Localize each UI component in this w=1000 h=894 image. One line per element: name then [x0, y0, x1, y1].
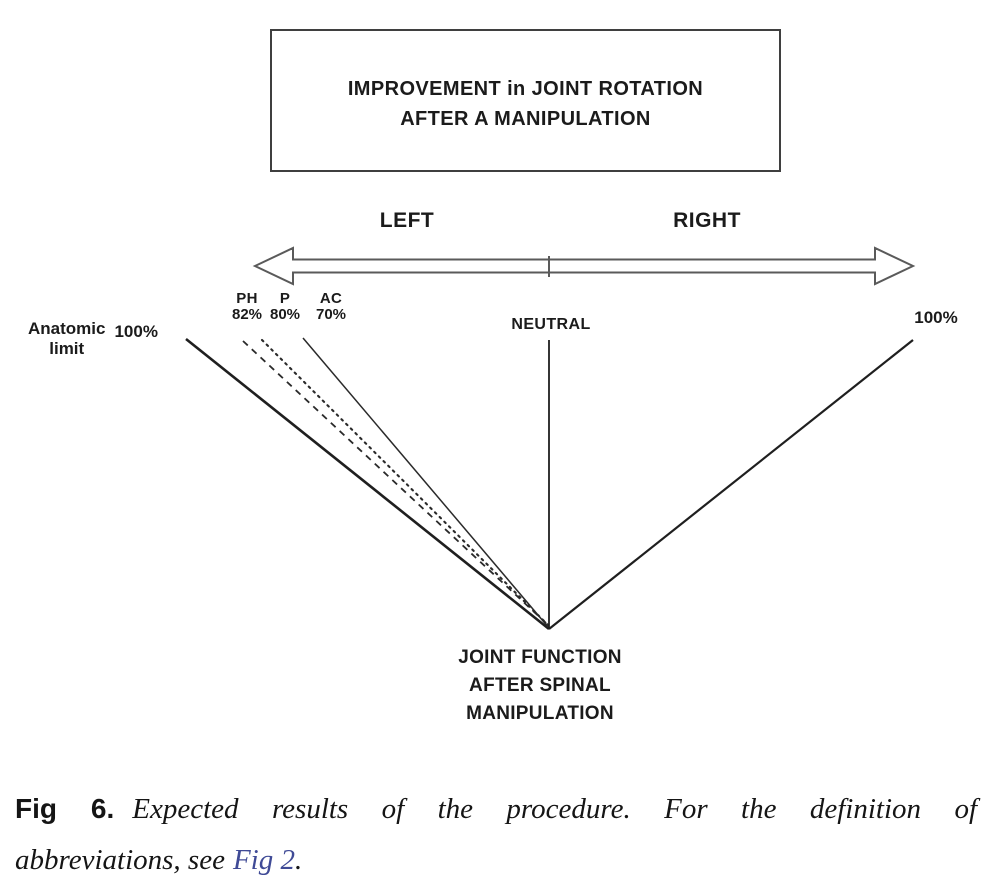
caption-fig-label: Fig 6. [15, 793, 115, 824]
caption-line-2: abbreviations, see Fig 2. [15, 838, 977, 887]
anatomic-limit-line [185, 337, 550, 631]
ph-line-dashed [242, 340, 547, 624]
title-line-1: IMPROVEMENT in JOINT ROTATION [347, 77, 704, 100]
figure-caption: Fig 6. Expected results of the procedure.… [15, 786, 977, 887]
measurement-p: P 80% [262, 291, 308, 323]
caption-line-1: Fig 6. Expected results of the procedure.… [15, 786, 977, 836]
caption-text-1: Expected results of the procedure. For t… [132, 793, 977, 825]
title-line-2: AFTER A MANIPULATION [400, 107, 651, 130]
vertex-label: JOINT FUNCTION AFTER SPINAL MANIPULATION [440, 644, 640, 728]
right-limit-value: 100% [914, 308, 958, 327]
caption-period: . [294, 844, 303, 876]
anatomic-word: Anatomic [28, 319, 106, 338]
limit-word: limit [49, 339, 85, 358]
fig2-link[interactable]: Fig 2 [232, 844, 295, 876]
anatomic-limit-value: 100% [114, 322, 158, 341]
title-box: IMPROVEMENT in JOINT ROTATION AFTER A MA… [270, 29, 781, 172]
vertex-line-3: MANIPULATION [466, 703, 614, 724]
p-line-dotted [260, 338, 550, 627]
left-direction-label: LEFT [379, 209, 435, 232]
measurement-ac: AC 70% [305, 291, 357, 323]
double-arrow [252, 246, 916, 286]
caption-text-2: abbreviations, see [15, 844, 225, 876]
measurement-ph: PH 82% [224, 291, 270, 323]
anatomic-limit-label: Anatomic limit 100% [28, 319, 158, 359]
ac-abbr: AC [319, 290, 343, 307]
ac-line [302, 337, 550, 629]
right-direction-label: RIGHT [673, 209, 741, 232]
anatomic-limit-words: Anatomic limit [28, 319, 105, 359]
p-abbr: P [279, 290, 291, 307]
p-value: 80% [269, 306, 301, 323]
ac-value: 70% [315, 306, 347, 323]
right-rotation-line [548, 339, 914, 630]
neutral-label: NEUTRAL [511, 316, 591, 333]
vertex-line-2: AFTER SPINAL [469, 675, 611, 696]
ph-value: 82% [231, 306, 263, 323]
vertex-line-1: JOINT FUNCTION [458, 647, 622, 668]
ph-abbr: PH [236, 290, 258, 307]
